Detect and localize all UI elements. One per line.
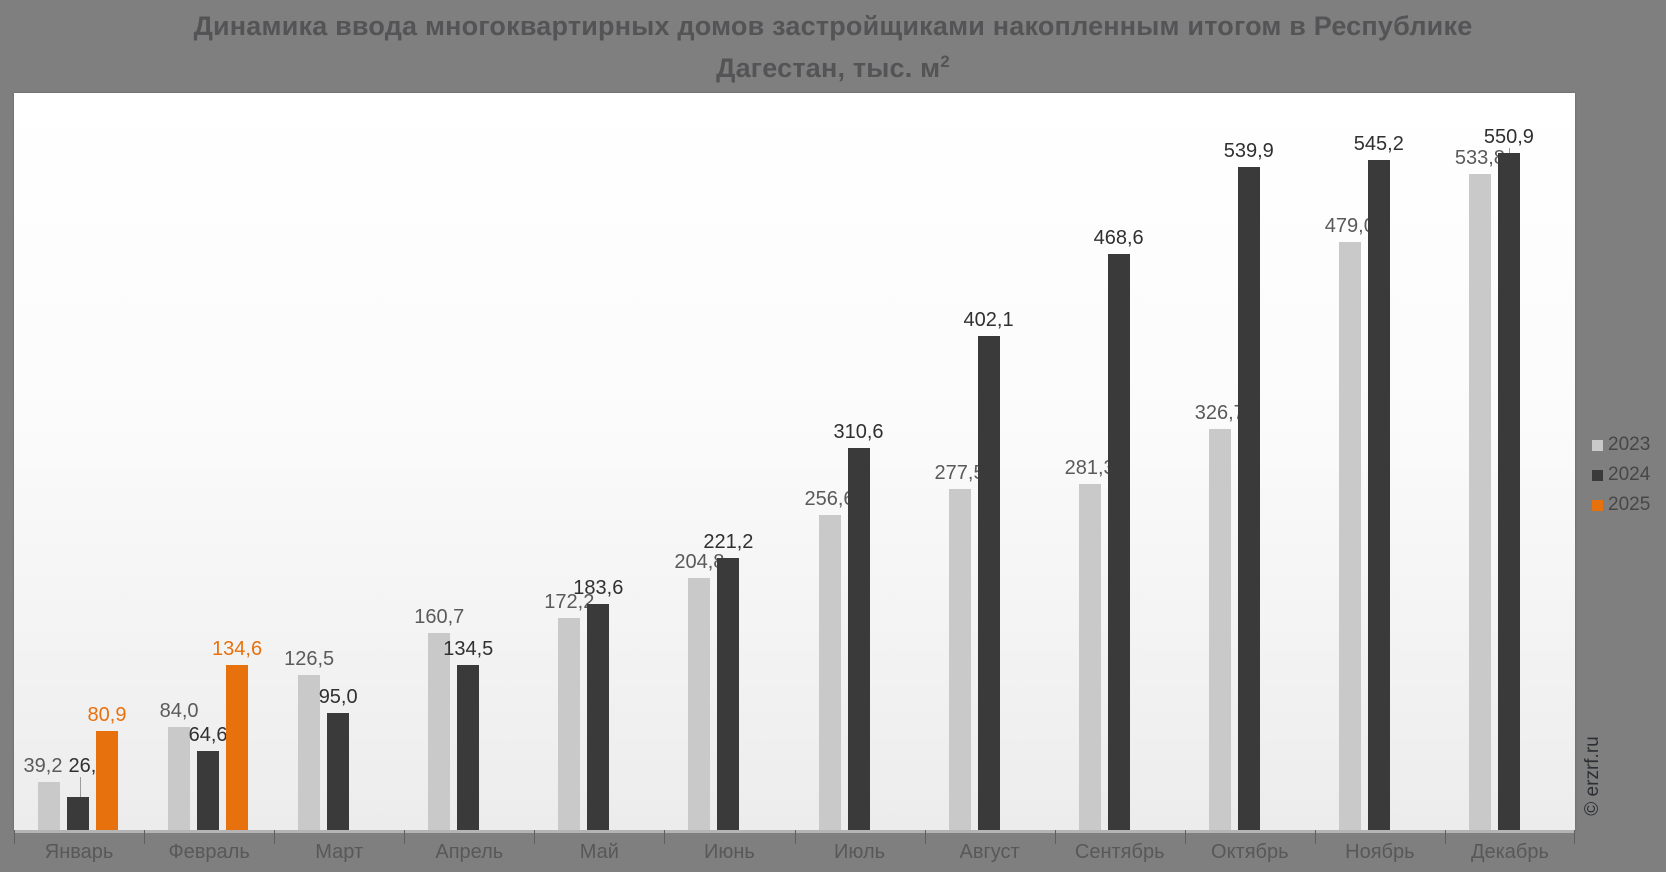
label-leader-line — [80, 777, 81, 797]
plot-area: 39,2 84,0 126,5 160,7 172,2 204,8 256,6 277,5 28… — [14, 93, 1575, 830]
x-axis-tick — [1185, 830, 1186, 844]
bar-label-2024-Ноябрь: 545,2 — [1353, 133, 1404, 155]
x-axis-label-8: Август — [959, 841, 1020, 863]
legend-swatch-2025 — [1592, 499, 1603, 511]
legend-item-2025: 2025 — [1592, 490, 1650, 520]
bar-2023-Май — [558, 618, 581, 830]
bar-2023-Январь — [38, 782, 60, 830]
bar-2024-Ноябрь — [1367, 160, 1390, 830]
watermark: © erzrf.ru — [1582, 736, 1603, 816]
bar-label-2023-Август: 277,5 — [934, 462, 985, 484]
bar-2023-Апрель — [428, 633, 451, 830]
legend-label-2023: 2023 — [1608, 434, 1651, 455]
bar-2024-Сентябрь — [1107, 254, 1130, 830]
bar-label-2023-Февраль: 84,0 — [159, 700, 199, 722]
bar-2023-Октябрь — [1208, 429, 1231, 830]
x-axis-tick — [664, 830, 665, 844]
x-axis-tick — [1315, 830, 1316, 844]
x-axis-label-9: Сентябрь — [1074, 841, 1165, 863]
bar-label-2023-Июнь: 204,8 — [674, 551, 725, 573]
x-axis-tick — [1445, 830, 1446, 844]
bar-2024-Февраль — [197, 751, 220, 830]
x-axis-tick — [534, 830, 535, 844]
x-axis-line — [14, 830, 1575, 833]
legend-item-2024: 2024 — [1592, 460, 1650, 490]
bar-2025-Январь — [96, 731, 118, 830]
x-axis-tick — [144, 830, 145, 844]
x-axis-label-4: Апрель — [435, 841, 504, 863]
bar-label-2025-Февраль: 134,6 — [212, 638, 263, 660]
chart-title: Динамика ввода многоквартирных домов зас… — [0, 8, 1666, 86]
bar-2023-Август — [948, 489, 971, 830]
bar-2023-Ноябрь — [1338, 242, 1361, 830]
x-axis-label-10: Октябрь — [1211, 841, 1289, 863]
bar-label-2024-Декабрь: 550,9 — [1483, 126, 1534, 148]
legend-swatch-2023 — [1592, 439, 1603, 451]
bar-label-2023-Декабрь: 533,8 — [1454, 147, 1505, 169]
bar-label-2023-Сентябрь: 281,3 — [1064, 457, 1115, 479]
legend-item-2023: 2023 — [1592, 430, 1650, 460]
bar-2024-Май — [587, 604, 610, 830]
bar-2023-Июнь — [688, 578, 711, 830]
x-axis-tick — [404, 830, 405, 844]
x-axis-label-12: Декабрь — [1470, 841, 1549, 863]
bar-label-2024-Июль: 310,6 — [833, 421, 884, 443]
bar-2025-Февраль — [226, 665, 249, 830]
bar-2024-Июль — [847, 448, 870, 830]
x-axis-tick — [14, 830, 15, 844]
bar-label-2023-Апрель: 160,7 — [414, 606, 465, 628]
bar-2023-Декабрь — [1468, 174, 1491, 830]
bar-label-2024-Апрель: 134,5 — [443, 638, 494, 660]
bar-label-2024-Август: 402,1 — [963, 309, 1014, 331]
bar-label-2023-Март: 126,5 — [284, 648, 335, 670]
x-axis-label-1: Январь — [44, 841, 114, 863]
chart-title-line2: Дагестан, тыс. м2 — [0, 44, 1666, 86]
bar-label-2024-Февраль: 64,6 — [188, 724, 228, 746]
bar-label-2024-Сентябрь: 468,6 — [1093, 227, 1144, 249]
bar-label-2023-Октябрь: 326,7 — [1194, 402, 1245, 424]
bar-2023-Сентябрь — [1078, 484, 1101, 830]
label-leader-line — [1508, 148, 1510, 153]
bar-2024-Январь — [67, 797, 89, 830]
x-axis-label-3: Март — [315, 841, 364, 863]
bar-label-2024-Май: 183,6 — [573, 577, 624, 599]
bar-label-2023-Январь: 39,2 — [23, 755, 63, 777]
bar-label-2024-Июнь: 221,2 — [703, 531, 754, 553]
bar-label-2023-Июль: 256,6 — [804, 488, 855, 510]
legend-swatch-2024 — [1592, 469, 1603, 481]
x-axis-label-5: Май — [579, 841, 619, 863]
bar-2024-Март — [327, 713, 350, 830]
chart-title-superscript: 2 — [940, 52, 950, 71]
x-axis-label-11: Ноябрь — [1345, 841, 1415, 863]
bar-label-2024-Октябрь: 539,9 — [1223, 140, 1274, 162]
bar-2024-Апрель — [457, 665, 480, 830]
x-axis-tick — [795, 830, 796, 844]
bar-2024-Декабрь — [1497, 153, 1520, 830]
legend-label-2024: 2024 — [1608, 464, 1651, 485]
x-axis-tick — [1574, 830, 1575, 844]
x-axis-tick — [1055, 830, 1056, 844]
bar-label-2024-Март: 95,0 — [318, 686, 358, 708]
x-axis-label-2: Февраль — [168, 841, 250, 863]
bar-label-2023-Май: 172,2 — [544, 591, 595, 613]
x-axis-tick — [274, 830, 275, 844]
chart-title-line2-text: Дагестан, тыс. м — [716, 53, 941, 83]
bar-2024-Август — [977, 336, 1000, 830]
bar-label-2023-Ноябрь: 479,0 — [1324, 215, 1375, 237]
bar-2023-Февраль — [168, 727, 191, 830]
bar-2023-Июль — [818, 515, 841, 830]
bar-2024-Июнь — [717, 558, 740, 830]
bar-label-2025-Январь: 80,9 — [87, 704, 127, 726]
legend-label-2025: 2025 — [1608, 494, 1651, 515]
bar-2024-Октябрь — [1237, 167, 1260, 830]
x-axis-label-7: Июль — [834, 841, 886, 863]
chart-title-line1: Динамика ввода многоквартирных домов зас… — [193, 11, 1473, 41]
bar-2023-Март — [298, 675, 321, 830]
x-axis-tick — [925, 830, 926, 844]
x-axis-label-6: Июнь — [704, 841, 755, 863]
legend: 2023 2024 2025 — [1592, 430, 1650, 520]
